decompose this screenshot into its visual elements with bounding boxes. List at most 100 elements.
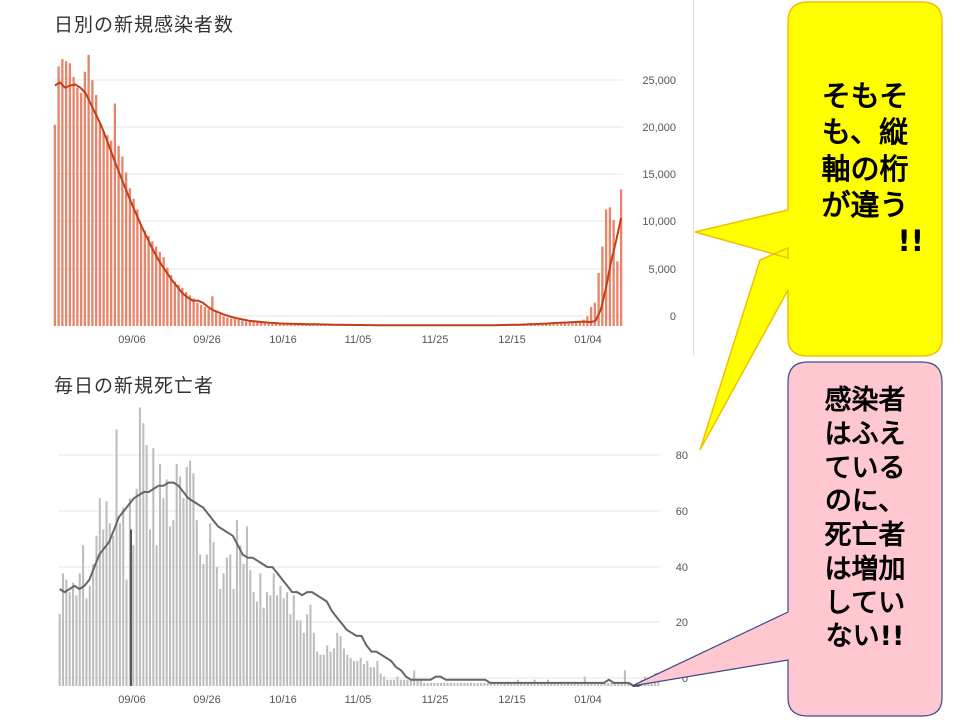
bar (65, 579, 68, 686)
bar (199, 554, 202, 686)
bar (106, 135, 109, 326)
bar (419, 679, 422, 686)
bar (459, 682, 463, 686)
bar (590, 682, 593, 686)
bar (252, 321, 255, 326)
bar (289, 323, 293, 326)
bar (102, 131, 105, 326)
bar (423, 682, 426, 686)
bar (443, 682, 446, 686)
bar (58, 614, 61, 686)
bar (158, 463, 162, 686)
bar (83, 71, 87, 326)
bar (362, 664, 366, 686)
bar (185, 466, 188, 686)
bar (366, 660, 369, 686)
bar (209, 523, 212, 686)
bar (122, 507, 125, 686)
bar (195, 520, 198, 686)
bar (215, 567, 218, 686)
bar (383, 676, 386, 686)
bar (158, 251, 162, 326)
bar (336, 632, 339, 686)
bar (433, 682, 436, 686)
bar (125, 579, 128, 686)
bar (574, 322, 578, 326)
bar (513, 682, 516, 686)
bar (439, 682, 442, 686)
bar (263, 322, 267, 326)
y-tick-label: 5,000 (648, 264, 676, 276)
bar (356, 660, 359, 686)
bar (255, 601, 259, 686)
bar (92, 563, 95, 686)
bar (142, 423, 145, 686)
bar (610, 682, 613, 686)
bar (566, 682, 570, 686)
bar (473, 682, 476, 686)
annotation-line: のに、 (824, 486, 906, 518)
bar (177, 284, 180, 326)
bar (483, 682, 486, 686)
bar (262, 607, 265, 686)
bar (252, 592, 255, 686)
y-tick-label: 0 (682, 673, 688, 685)
bar (282, 323, 285, 326)
bar (279, 585, 282, 686)
bar (393, 679, 396, 686)
x-tick-label: 11/05 (345, 334, 372, 346)
bar (506, 682, 509, 686)
bar (162, 257, 165, 326)
bar (326, 645, 329, 686)
bar (175, 463, 178, 686)
bar (139, 225, 143, 326)
bar (245, 526, 248, 686)
bar (308, 324, 312, 326)
bar (138, 407, 141, 686)
bar (299, 620, 302, 686)
bar (233, 319, 237, 326)
bar (181, 287, 184, 326)
bar (389, 679, 392, 686)
bar (226, 317, 229, 326)
bar (346, 654, 349, 686)
bar (82, 545, 85, 686)
bar (550, 682, 553, 686)
bar (222, 316, 225, 326)
bar (600, 682, 603, 686)
y-tick-label: 60 (676, 506, 688, 518)
bar (199, 304, 203, 326)
y-tick-label: 10,000 (642, 216, 676, 228)
bar (184, 292, 188, 326)
bar (128, 498, 131, 686)
bar (205, 554, 208, 686)
x-tick-label: 11/25 (422, 334, 449, 346)
bar (244, 321, 248, 326)
bar (570, 682, 573, 686)
y-tick-label: 0 (670, 311, 676, 323)
bar (556, 682, 560, 686)
bar (563, 682, 566, 686)
bar (242, 563, 245, 686)
bar (577, 682, 580, 686)
bar (265, 592, 269, 686)
bar (306, 614, 309, 686)
bar (301, 324, 304, 326)
y-tick-label: 25,000 (642, 75, 676, 87)
bar (322, 654, 325, 686)
bar (132, 198, 135, 326)
annotation-line: 死亡者 (824, 520, 906, 551)
bar (274, 323, 278, 326)
bar (91, 80, 94, 326)
bar (548, 324, 552, 326)
bar (399, 679, 402, 686)
x-tick-label: 10/16 (269, 694, 297, 706)
bar (297, 324, 300, 326)
bar (453, 682, 456, 686)
bar (278, 323, 282, 326)
bar (229, 554, 232, 686)
bar (239, 545, 242, 686)
bar (589, 306, 593, 326)
bar (203, 306, 207, 326)
bar (115, 429, 118, 686)
